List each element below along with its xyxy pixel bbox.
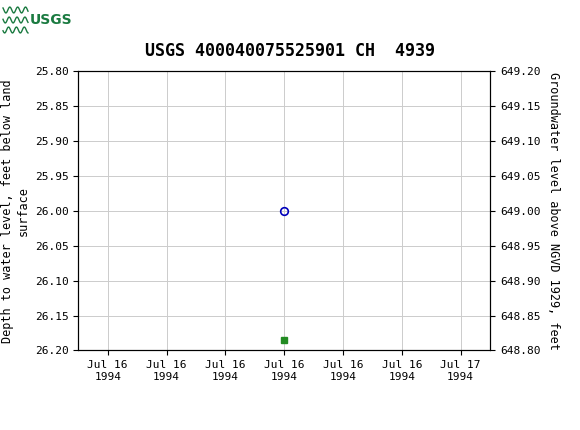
Bar: [0, 0, 65, 40]
Y-axis label: Groundwater level above NGVD 1929, feet: Groundwater level above NGVD 1929, feet: [547, 72, 560, 350]
Text: USGS 400040075525901 CH  4939: USGS 400040075525901 CH 4939: [145, 42, 435, 60]
Text: USGS: USGS: [30, 13, 72, 27]
Y-axis label: Depth to water level, feet below land
surface: Depth to water level, feet below land su…: [1, 79, 29, 343]
